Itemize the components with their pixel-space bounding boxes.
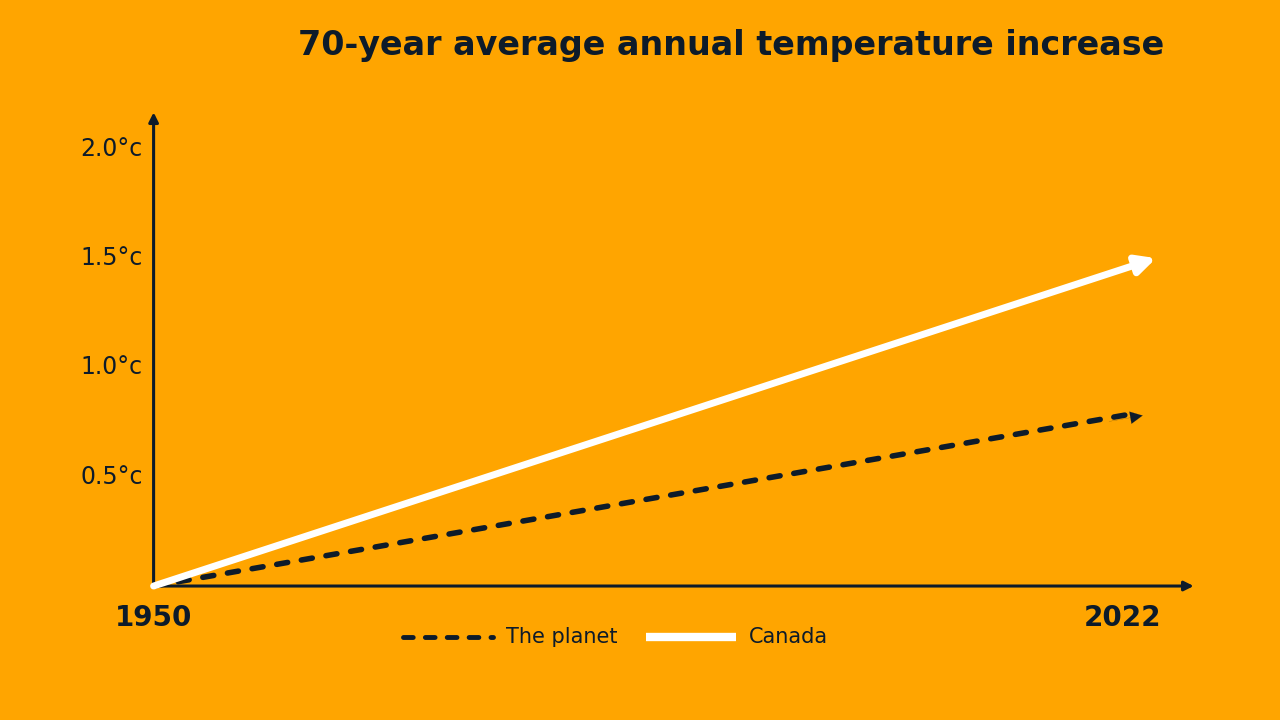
Text: 1950: 1950: [115, 603, 192, 631]
Text: 1.5°c: 1.5°c: [81, 246, 143, 270]
Text: 1.0°c: 1.0°c: [81, 356, 143, 379]
Text: 2.0°c: 2.0°c: [81, 137, 143, 161]
Text: The planet: The planet: [506, 627, 617, 647]
Text: Canada: Canada: [749, 627, 828, 647]
Text: 70-year average annual temperature increase: 70-year average annual temperature incre…: [298, 29, 1164, 62]
Text: 2022: 2022: [1084, 603, 1161, 631]
Text: 0.5°c: 0.5°c: [81, 464, 143, 489]
